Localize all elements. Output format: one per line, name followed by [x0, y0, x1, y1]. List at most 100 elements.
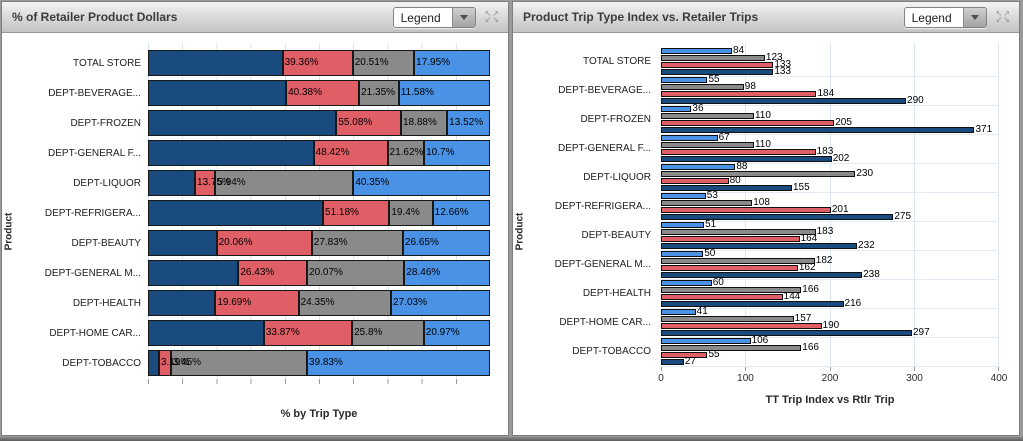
bar-light-blue[interactable] — [661, 193, 706, 199]
data-label: 19.69% — [217, 297, 252, 308]
bar-red[interactable] — [661, 236, 800, 242]
bar-dark-blue[interactable] — [661, 156, 832, 162]
bar-segment-dark-blue[interactable] — [148, 170, 196, 196]
bar-gray[interactable] — [661, 316, 794, 322]
bar-segment-dark-blue[interactable] — [148, 260, 239, 286]
category-label: DEPT-BEAUTY — [581, 230, 651, 241]
bar-gray[interactable] — [661, 142, 754, 148]
bar-segment-gray[interactable] — [389, 200, 433, 226]
bar-light-blue[interactable] — [661, 164, 736, 170]
bar-segment-red[interactable] — [263, 320, 353, 346]
legend-dropdown[interactable]: Legend — [392, 6, 476, 28]
bar-segment-light-blue[interactable] — [424, 140, 490, 166]
bar-segment-light-blue[interactable] — [306, 350, 490, 376]
bar-segment-gray[interactable] — [170, 350, 307, 376]
bar-segment-red[interactable] — [158, 350, 171, 376]
bar-dark-blue[interactable] — [661, 185, 792, 191]
bar-segment-dark-blue[interactable] — [148, 290, 216, 316]
bar-segment-red[interactable] — [195, 170, 216, 196]
bar-light-blue[interactable] — [661, 280, 712, 286]
bar-dark-blue[interactable] — [661, 359, 684, 365]
bar-dark-blue[interactable] — [661, 330, 912, 336]
bar-dark-blue[interactable] — [661, 272, 863, 278]
bar-segment-gray[interactable] — [352, 320, 424, 346]
bar-segment-red[interactable] — [313, 140, 388, 166]
bar-gray[interactable] — [661, 258, 815, 264]
bar-segment-dark-blue[interactable] — [148, 230, 217, 256]
bar-light-blue[interactable] — [661, 77, 708, 83]
bar-gray[interactable] — [661, 171, 856, 177]
bar-light-blue[interactable] — [661, 251, 704, 257]
bar-segment-gray[interactable] — [215, 170, 354, 196]
bar-light-blue[interactable] — [661, 106, 692, 112]
bar-light-blue[interactable] — [661, 48, 732, 54]
bar-segment-red[interactable] — [238, 260, 307, 286]
bar-segment-light-blue[interactable] — [398, 80, 490, 106]
bar-red[interactable] — [661, 62, 774, 68]
bar-red[interactable] — [661, 352, 708, 358]
bar-gray[interactable] — [661, 229, 816, 235]
bar-segment-light-blue[interactable] — [402, 230, 490, 256]
bar-gray[interactable] — [661, 287, 802, 293]
bar-segment-dark-blue[interactable] — [148, 350, 159, 376]
bar-red[interactable] — [661, 207, 831, 213]
bar-segment-red[interactable] — [215, 290, 299, 316]
bar-red[interactable] — [661, 294, 783, 300]
bar-dark-blue[interactable] — [661, 301, 844, 307]
bar-segment-gray[interactable] — [311, 230, 403, 256]
bar-segment-gray[interactable] — [359, 80, 399, 106]
bar-segment-light-blue[interactable] — [404, 260, 490, 286]
bar-red[interactable] — [661, 265, 798, 271]
bar-segment-light-blue[interactable] — [423, 320, 490, 346]
bar-gray[interactable] — [661, 84, 744, 90]
bar-gray[interactable] — [661, 345, 802, 351]
bar-dark-blue[interactable] — [661, 214, 894, 220]
bar-gray[interactable] — [661, 200, 753, 206]
bar-segment-light-blue[interactable] — [447, 110, 490, 136]
bar-dark-blue[interactable] — [661, 69, 774, 75]
bar-dark-blue[interactable] — [661, 243, 858, 249]
bar-segment-light-blue[interactable] — [353, 170, 490, 196]
bar-gray[interactable] — [661, 113, 754, 119]
bar-segment-light-blue[interactable] — [391, 290, 490, 316]
bar-red[interactable] — [661, 91, 817, 97]
bar-segment-dark-blue[interactable] — [148, 320, 264, 346]
bar-segment-gray[interactable] — [352, 50, 415, 76]
bar-dark-blue[interactable] — [661, 98, 907, 104]
bar-segment-dark-blue[interactable] — [148, 110, 337, 136]
bar-light-blue[interactable] — [661, 135, 718, 141]
bar-segment-red[interactable] — [336, 110, 401, 136]
legend-dropdown-button[interactable] — [451, 7, 475, 27]
bar-segment-red[interactable] — [216, 230, 312, 256]
legend-dropdown[interactable]: Legend — [903, 6, 987, 28]
bar-light-blue[interactable] — [661, 222, 705, 228]
bar-segment-gray[interactable] — [400, 110, 448, 136]
bar-red[interactable] — [661, 178, 729, 184]
bar-group-bars: 55 98 184 290 — [661, 75, 999, 106]
bar-red[interactable] — [661, 323, 822, 329]
bar-segment-gray[interactable] — [298, 290, 392, 316]
bar-segment-gray[interactable] — [387, 140, 425, 166]
expand-arrows-icon[interactable]: ↖↗ ↙↘ — [995, 9, 1011, 24]
bar-segment-light-blue[interactable] — [414, 50, 490, 76]
tick-label: 100 — [737, 373, 754, 384]
bar-segment-dark-blue[interactable] — [148, 80, 287, 106]
bar-segment-dark-blue[interactable] — [148, 200, 324, 226]
bar-row: 51 — [661, 220, 999, 230]
bar-red[interactable] — [661, 120, 835, 126]
expand-arrows-icon[interactable]: ↖↗ ↙↘ — [484, 9, 500, 24]
bar-light-blue[interactable] — [661, 338, 751, 344]
bar-light-blue[interactable] — [661, 309, 696, 315]
bar-row: 36 — [661, 104, 999, 114]
legend-dropdown-button[interactable] — [962, 7, 986, 27]
bar-segment-gray[interactable] — [307, 260, 405, 286]
bar-segment-dark-blue[interactable] — [148, 140, 314, 166]
bar-segment-red[interactable] — [282, 50, 353, 76]
bar-segment-red[interactable] — [323, 200, 390, 226]
bar-segment-red[interactable] — [286, 80, 360, 106]
bar-segment-dark-blue[interactable] — [148, 50, 283, 76]
bar-gray[interactable] — [661, 55, 765, 61]
bar-segment-light-blue[interactable] — [432, 200, 490, 226]
bar-dark-blue[interactable] — [661, 127, 975, 133]
bar-red[interactable] — [661, 149, 816, 155]
